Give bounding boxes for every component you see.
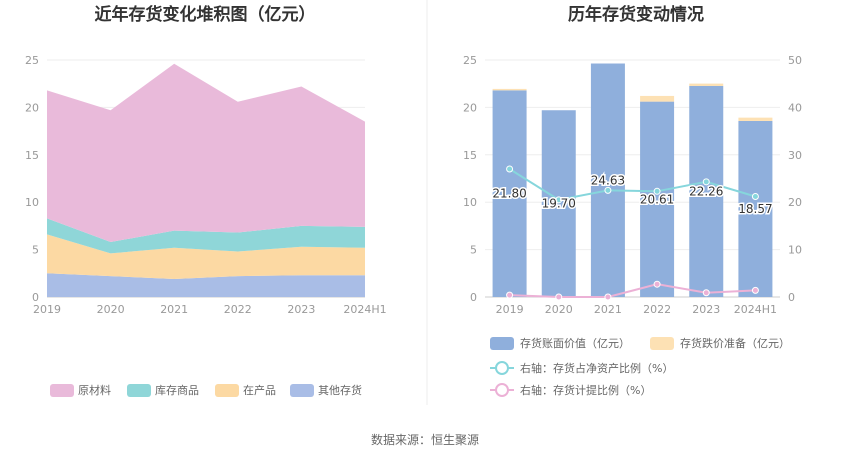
right-right-y-tick: 0 [788,291,795,304]
right-x-tick: 2021 [594,303,622,316]
line-point-1 [506,291,514,299]
legend-label: 其他存货 [318,383,362,397]
line-point-0 [604,186,612,194]
legend-label: 原材料 [78,383,111,397]
legend-swatch [290,384,314,397]
left-y-tick: 5 [32,244,39,257]
legend-label: 存货跌价准备（亿元） [680,336,790,350]
line-point-1 [604,293,612,301]
area-series-1 [47,218,365,254]
right-right-y-tick: 30 [788,149,802,162]
bar-value-label: 19.70 [542,197,576,211]
line-series-0 [509,168,756,201]
right-x-tick: 2024H1 [734,303,777,316]
bar-line-chart: 历年存货变动情况 21.8019.7024.6320.6122.2618.57 … [463,4,802,397]
legend-label: 右轴：存货占净资产比例（%） [520,361,673,375]
area-series-2 [47,234,365,279]
right-lines [506,165,759,301]
line-series-1 [509,283,756,298]
line-point-1 [702,289,710,297]
legend-marker [495,361,509,375]
legend-swatch [215,384,239,397]
left-x-tick: 2024H1 [343,303,386,316]
left-y-tick: 15 [25,149,39,162]
bar-book-value [492,90,527,297]
bar-book-value [738,120,773,298]
right-bars [492,63,773,298]
right-gridlines [485,59,780,298]
left-x-tick: 2021 [160,303,188,316]
left-y-tick: 10 [25,196,39,209]
legend-marker [495,383,509,397]
left-x-tick: 2022 [224,303,252,316]
line-point-0 [751,193,759,201]
right-left-y-tick: 25 [463,54,477,67]
legend-label: 存货账面价值（亿元） [520,336,630,350]
left-chart-title: 近年存货变化堆积图（亿元） [95,4,316,25]
line-point-1 [653,280,661,288]
right-chart-title: 历年存货变动情况 [568,4,704,25]
bar-provision [738,117,773,121]
line-point-0 [506,165,514,173]
legend-label: 库存商品 [155,383,199,397]
right-legend: 存货账面价值（亿元） 存货跌价准备（亿元） 右轴：存货占净资产比例（%） 右轴：存货计… [490,336,790,397]
right-right-y-tick: 20 [788,196,802,209]
bar-book-value [590,63,625,297]
right-left-y-tick-labels: 0 5 10 15 20 25 [463,54,477,304]
right-x-tick: 2023 [692,303,720,316]
stacked-area-chart: 近年存货变化堆积图（亿元） 0 5 10 15 20 25 2019 2020 2021 202… [25,4,387,397]
right-right-y-tick-labels: 0 10 20 30 40 50 [788,54,802,304]
bar-book-value [640,101,675,297]
right-left-y-tick: 20 [463,101,477,114]
left-x-tick: 2019 [33,303,61,316]
left-x-tick-labels: 2019 2020 2021 2022 2023 2024H1 [33,303,387,316]
right-left-y-tick: 0 [470,291,477,304]
area-series-0 [47,63,365,243]
bar-book-value [541,110,576,297]
legend-swatch [127,384,151,397]
left-y-tick: 20 [25,101,39,114]
bar-provision [689,83,724,86]
left-areas [47,63,365,297]
right-right-y-tick: 10 [788,244,802,257]
right-left-y-tick: 5 [470,244,477,257]
legend-swatch [50,384,74,397]
bar-value-label: 21.80 [492,187,526,201]
legend-label: 在产品 [243,383,276,397]
left-y-tick: 25 [25,54,39,67]
right-x-tick: 2022 [643,303,671,316]
left-x-tick: 2020 [97,303,125,316]
bar-value-label: 22.26 [689,184,723,198]
bar-provision [640,95,675,102]
right-right-y-tick: 50 [788,54,802,67]
left-x-tick: 2023 [287,303,315,316]
right-bar-labels: 21.80 19.70 24.63 20.61 22.26 18.57 [491,172,774,218]
right-x-tick: 2019 [496,303,524,316]
line-point-0 [555,196,563,204]
bar-value-label: 20.61 [640,192,674,206]
line-point-1 [751,286,759,294]
left-y-tick-labels: 0 5 10 15 20 25 [25,54,39,304]
right-x-tick-labels: 2019 2020 2021 2022 2023 2024H1 [496,303,777,316]
line-point-1 [555,293,563,301]
legend-swatch [650,337,674,350]
right-left-y-tick: 15 [463,149,477,162]
line-point-0 [653,187,661,195]
legend-label: 右轴：存货计提比例（%） [520,383,651,397]
bar-value-label: 18.57 [738,202,772,216]
area-series-3 [47,273,365,297]
bar-value-label: 24.63 [591,173,625,187]
left-legend: 原材料 库存商品 在产品 其他存货 [50,383,362,397]
bar-provision [492,88,527,91]
right-left-y-tick: 10 [463,196,477,209]
line-point-0 [702,178,710,186]
data-source: 数据来源：恒生聚源 [371,432,479,447]
legend-swatch [490,337,514,350]
bar-book-value [689,85,724,298]
right-x-tick: 2020 [545,303,573,316]
left-y-tick: 0 [32,291,39,304]
right-right-y-tick: 40 [788,101,802,114]
